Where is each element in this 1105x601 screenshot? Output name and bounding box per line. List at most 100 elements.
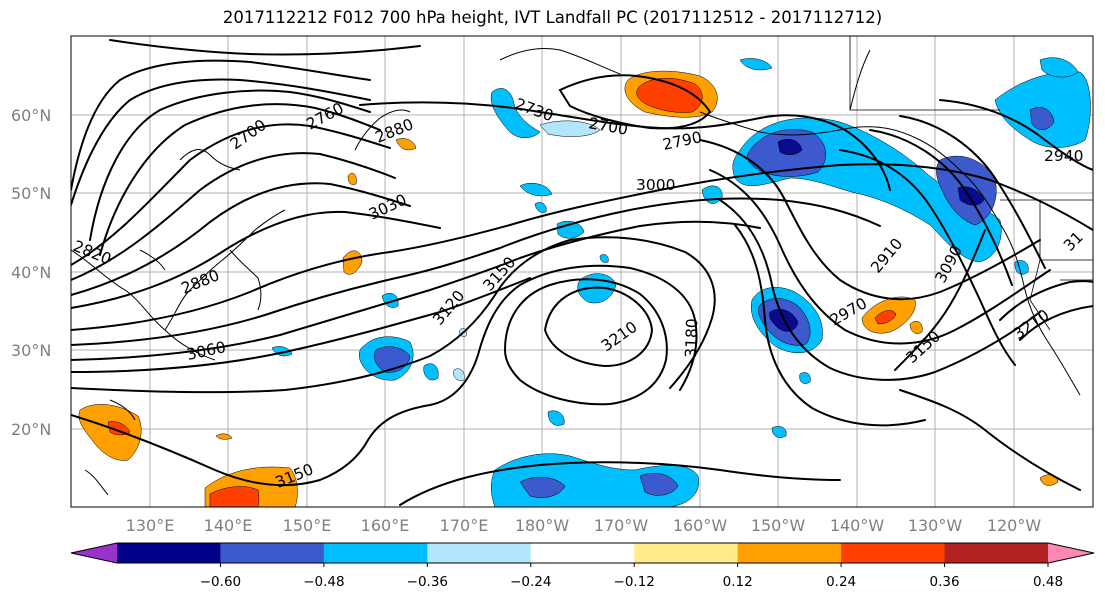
ivt-fill-small-orange-6 <box>347 173 357 185</box>
ivt-fill-sm-sky-2 <box>771 426 787 438</box>
colorbar-extend-high <box>1048 543 1094 563</box>
contour-alaska-low <box>558 74 712 130</box>
lon-label-150w: 150°W <box>751 516 806 535</box>
colorbar-tick-label: 0.36 <box>930 574 960 590</box>
latitude-labels: 60°N 50°N 40°N 30°N 20°N <box>11 106 51 439</box>
ivt-fill-small-red-2 <box>874 310 897 325</box>
contour-3030 <box>71 197 881 346</box>
map-frame <box>70 35 1094 508</box>
contour-2850 <box>71 152 396 281</box>
contour-2940 <box>939 99 1093 171</box>
contour-ridge-3 <box>899 115 1046 269</box>
contour-south-east-ridge <box>999 280 1093 321</box>
contour-trough-1 <box>699 139 1041 301</box>
contour-3120 <box>71 236 716 394</box>
colorbar-segment <box>427 543 532 563</box>
colorbar-ticks: −0.60 −0.48 −0.36 −0.24 −0.12 0.12 0.24 0.36 0.4… <box>200 563 1063 590</box>
lon-label-120w: 120°W <box>987 516 1042 535</box>
colorbar-tick-label: 0.48 <box>1033 574 1063 590</box>
ivt-fill-small-orange-5 <box>395 138 417 151</box>
colorbar-segment <box>841 543 946 563</box>
contour-label-3180: 3180 <box>682 318 701 358</box>
contour-ridge-1 <box>839 149 1016 366</box>
ivt-fill-gulf-alaska-navy <box>777 139 803 155</box>
ivt-negative-fill <box>271 57 1091 507</box>
contour-3150-east <box>894 229 986 371</box>
contour-ridge-2 <box>869 129 1013 286</box>
coastline-asia <box>71 149 286 496</box>
colorbar-tick-label: −0.36 <box>407 574 448 590</box>
contour-upper <box>109 39 421 56</box>
lat-label-60: 60°N <box>11 106 51 125</box>
colorbar-segment <box>944 543 1049 563</box>
contour-label-3000: 3000 <box>636 176 675 194</box>
ivt-fill-sm-sky-6 <box>599 254 609 263</box>
contour-2910 <box>71 210 441 309</box>
contour-3060 <box>71 220 761 361</box>
lon-label-170e: 170°E <box>440 516 489 535</box>
ivt-fill-small-orange-7 <box>215 433 233 440</box>
colorbar-segment <box>220 543 325 563</box>
ivt-fill-westpac-sky-3 <box>423 363 439 381</box>
contour-trough-4 <box>734 224 926 427</box>
colorbar-segment <box>323 543 428 563</box>
lon-label-160e: 160°E <box>361 516 410 535</box>
lon-label-130w: 130°W <box>908 516 963 535</box>
contour-2760 <box>89 89 371 241</box>
ivt-fill-sm-sky-4 <box>739 58 773 71</box>
colorbar-segment <box>117 543 221 563</box>
contour-2730 <box>71 78 371 206</box>
contour-3210-east <box>1019 305 1093 341</box>
colorbar-tick-label: −0.60 <box>200 574 241 590</box>
lon-label-160w: 160°W <box>673 516 728 535</box>
chart-title: 2017112212 F012 700 hPa height, IVT Land… <box>222 8 883 27</box>
colorbar-segment <box>634 543 739 563</box>
contour-3000 <box>71 163 1093 331</box>
coastline-kamchatka <box>354 109 411 151</box>
ivt-fill-bering-sky <box>490 88 541 138</box>
colorbar-tick-label: −0.24 <box>510 574 551 590</box>
colorbar-tick-label: −0.48 <box>303 574 344 590</box>
colorbar-tick-label: −0.12 <box>614 574 655 590</box>
border-alaska-canada <box>849 36 1000 111</box>
colorbar-tick-label: 0.24 <box>826 574 856 590</box>
ivt-fill-tropic-sky-2 <box>547 410 565 426</box>
colorbar-segment <box>530 543 635 563</box>
lat-label-30: 30°N <box>11 341 51 360</box>
ivt-fill-westpac-red <box>107 421 131 436</box>
coastlines <box>71 47 1081 496</box>
ivt-fill-sm-sky-1 <box>799 372 811 384</box>
lon-label-140e: 140°E <box>204 516 253 535</box>
contour-2880 <box>71 182 411 296</box>
contour-trough-3 <box>719 199 1041 381</box>
contour-label-2940: 2940 <box>1044 147 1083 165</box>
contour-3150 <box>71 264 698 487</box>
ivt-fill-pnw-navy <box>957 186 985 206</box>
lat-label-50: 50°N <box>11 184 51 203</box>
lon-label-140w: 140°W <box>830 516 885 535</box>
lon-label-170w: 170°W <box>594 516 649 535</box>
ivt-fill-canada-blue <box>1029 107 1055 130</box>
coastline-alaska <box>499 47 1081 396</box>
ivt-fill-mid-sky-3 <box>534 202 547 213</box>
ivt-fill-westpac-orange <box>78 404 142 461</box>
lat-label-40: 40°N <box>11 263 51 282</box>
ivt-fill-small-orange-3 <box>909 321 923 334</box>
colorbar: −0.60 −0.48 −0.36 −0.24 −0.12 0.12 0.24 0.36 0.4… <box>70 542 1095 590</box>
colorbar-outline <box>70 542 1095 564</box>
ivt-fill-alaska-red <box>636 78 703 113</box>
ivt-fill-mid-sky-2 <box>519 183 553 197</box>
height-contours <box>71 39 1093 506</box>
lon-label-150e: 150°E <box>283 516 332 535</box>
contour-alaska-trough <box>359 101 891 191</box>
colorbar-segments <box>117 543 1049 563</box>
contour-southeast <box>899 389 1081 491</box>
colorbar-segment <box>737 543 842 563</box>
colorbar-tick-label: 0.12 <box>723 574 753 590</box>
colorbar-extend-low <box>71 543 117 563</box>
lon-label-130e: 130°E <box>126 516 175 535</box>
ivt-fill-canada-sky-2 <box>1039 57 1079 78</box>
ivt-fill-tropic-blue-2 <box>639 473 679 496</box>
contour-2700-west <box>71 59 371 191</box>
